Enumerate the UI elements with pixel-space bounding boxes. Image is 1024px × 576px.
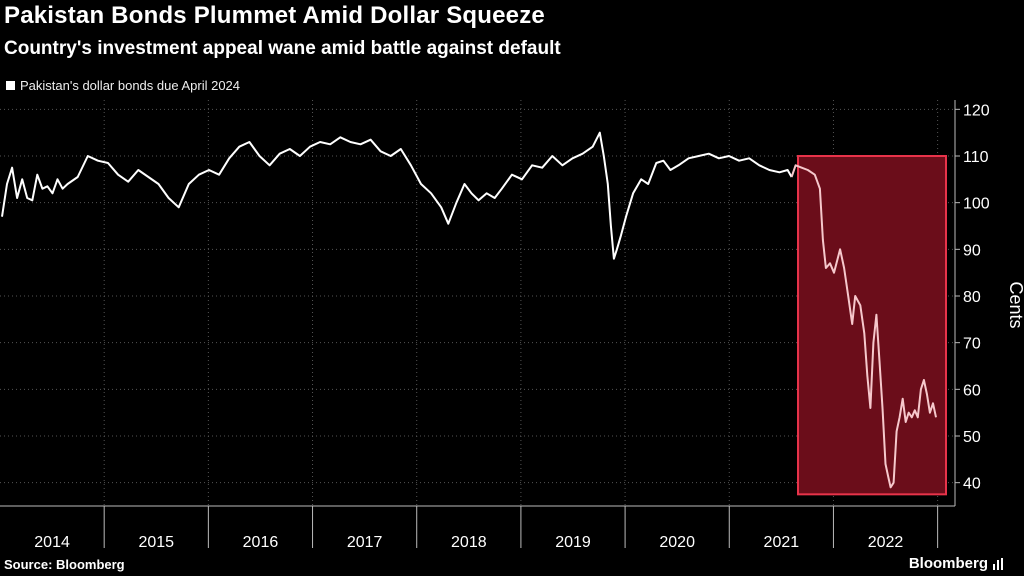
y-tick-label: 60 (963, 382, 981, 399)
chart-legend: Pakistan's dollar bonds due April 2024 (6, 78, 240, 93)
highlight-region (797, 155, 947, 496)
series-line (1, 131, 937, 489)
legend-swatch (6, 81, 15, 90)
legend-label: Pakistan's dollar bonds due April 2024 (20, 78, 241, 93)
source-note: Source: Bloomberg (4, 557, 125, 572)
y-tick-label: 80 (963, 289, 981, 306)
brand-logo: Bloomberg (908, 555, 988, 572)
y-tick-label: 100 (963, 196, 990, 213)
axes: 2014 2015 2016 2017 2018 2019 2020 2021 2022 (0, 100, 956, 551)
x-tick-label: 2014 (34, 534, 70, 551)
x-tick-label: 2022 (868, 534, 904, 551)
x-tick-label: 2017 (347, 534, 383, 551)
x-tick-label: 2016 (243, 534, 279, 551)
x-tick-label: 2015 (138, 534, 174, 551)
chart-subtitle: Country's investment appeal wane amid ba… (4, 38, 561, 59)
y-tick-label: 120 (963, 102, 990, 119)
y-tick-label: 110 (963, 149, 989, 166)
y-tick-label: 90 (963, 242, 981, 259)
bar-chart-icon (993, 558, 1003, 570)
x-tick-label: 2019 (555, 534, 591, 551)
y-axis-label: Cents (1006, 281, 1024, 328)
series-line-main (1, 131, 793, 260)
y-tick-label: 70 (963, 336, 981, 353)
chart-title: Pakistan Bonds Plummet Amid Dollar Squee… (4, 2, 545, 29)
x-tick-label: 2020 (659, 534, 695, 551)
series-line-highlight (790, 164, 937, 489)
highlight-box (797, 155, 947, 496)
y-tick-label: 50 (963, 429, 981, 446)
y-tick-label: 40 (963, 476, 981, 493)
x-tick-label: 2018 (451, 534, 487, 551)
x-tick-label: 2021 (764, 534, 800, 551)
grid-lines: 40 50 60 70 80 90 100 110 120 (0, 100, 990, 506)
